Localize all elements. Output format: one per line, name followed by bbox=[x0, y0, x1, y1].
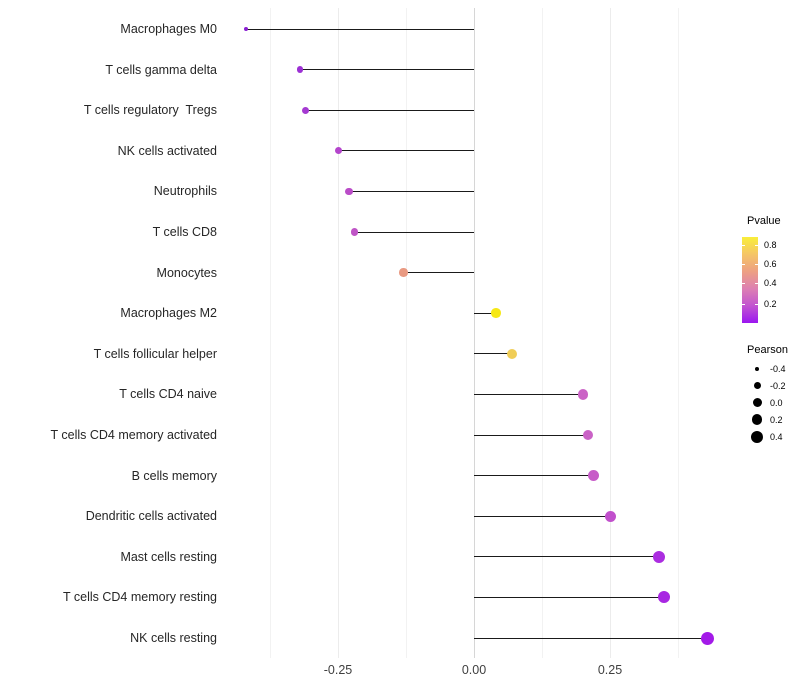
legend-size-dot bbox=[752, 398, 762, 408]
colorbar-tick bbox=[755, 304, 758, 306]
lollipop-stem bbox=[299, 69, 474, 71]
lollipop-stem bbox=[305, 109, 474, 111]
legend-size-label: 0.2 bbox=[770, 414, 783, 425]
lollipop-dot bbox=[243, 27, 248, 31]
lollipop-stem bbox=[474, 596, 665, 598]
minor-gridline bbox=[269, 8, 271, 658]
minor-gridline bbox=[541, 8, 543, 658]
lollipop-stem bbox=[354, 231, 474, 233]
lollipop-dot bbox=[604, 510, 616, 522]
lollipop-stem bbox=[474, 556, 659, 558]
lollipop-dot bbox=[296, 66, 304, 73]
zero-gridline bbox=[473, 8, 475, 658]
lollipop-stem bbox=[474, 475, 594, 477]
category-label: T cells CD8 bbox=[152, 225, 217, 239]
legend-size-dot bbox=[753, 382, 761, 390]
lollipop-dot bbox=[588, 470, 600, 482]
category-label: NK cells activated bbox=[117, 143, 217, 158]
minor-gridline bbox=[677, 8, 679, 658]
major-gridline bbox=[337, 8, 339, 658]
colorbar-tick bbox=[742, 264, 745, 265]
category-label: T cells CD4 naive bbox=[119, 387, 217, 402]
x-tick-label: -0.25 bbox=[323, 663, 353, 677]
lollipop-dot bbox=[701, 631, 715, 645]
lollipop-stem bbox=[245, 28, 474, 30]
lollipop-dot bbox=[491, 308, 501, 318]
lollipop-dot bbox=[577, 389, 589, 400]
legend-size-label: 0.4 bbox=[770, 431, 783, 442]
lollipop-dot bbox=[334, 147, 342, 155]
lollipop-stem bbox=[403, 272, 474, 274]
legend-size-label: -0.2 bbox=[770, 380, 786, 391]
colorbar-tick-label: 0.2 bbox=[764, 299, 777, 310]
category-label: Macrophages M0 bbox=[120, 22, 217, 36]
lollipop-dot bbox=[399, 268, 408, 277]
category-label: Neutrophils bbox=[153, 184, 217, 199]
lollipop-stem bbox=[474, 393, 583, 395]
category-label: Monocytes bbox=[156, 265, 217, 280]
category-label: Mast cells resting bbox=[120, 549, 217, 564]
lollipop-stem bbox=[474, 637, 708, 639]
lollipop-stem bbox=[474, 434, 589, 436]
colorbar-tick-label: 0.4 bbox=[764, 278, 777, 288]
category-label: T cells gamma delta bbox=[105, 62, 217, 77]
category-label: T cells CD4 memory resting bbox=[63, 590, 217, 605]
lollipop-dot bbox=[507, 348, 518, 359]
legend-size-label: 0.0 bbox=[770, 397, 783, 408]
pvalue-legend-title: Pvalue bbox=[747, 215, 781, 227]
legend-size-label: -0.4 bbox=[770, 364, 786, 374]
colorbar-tick bbox=[742, 304, 745, 306]
lollipop-dot bbox=[301, 106, 309, 114]
colorbar-tick bbox=[742, 244, 745, 246]
pearson-legend-title: Pearson bbox=[747, 344, 788, 356]
lollipop-stem bbox=[474, 515, 610, 517]
lollipop-stem bbox=[474, 312, 496, 314]
colorbar-tick bbox=[755, 283, 758, 284]
x-tick-label: 0.25 bbox=[597, 663, 623, 677]
lollipop-dot bbox=[652, 550, 665, 563]
category-label: T cells regulatory Tregs bbox=[83, 103, 217, 118]
lollipop-dot bbox=[350, 228, 359, 236]
lollipop-dot bbox=[582, 429, 594, 441]
lollipop-dot bbox=[345, 187, 353, 196]
category-label: T cells CD4 memory activated bbox=[50, 428, 218, 442]
minor-gridline bbox=[405, 8, 407, 658]
pvalue-colorbar bbox=[742, 237, 758, 323]
lollipop-stem bbox=[474, 353, 513, 355]
colorbar-tick bbox=[742, 283, 745, 284]
colorbar-tick bbox=[755, 244, 758, 246]
category-label: T cells follicular helper bbox=[93, 346, 217, 361]
lollipop-dot bbox=[658, 591, 671, 604]
x-tick-label: 0.00 bbox=[461, 663, 487, 677]
colorbar-tick-label: 0.8 bbox=[764, 239, 777, 250]
colorbar-tick-label: 0.6 bbox=[764, 259, 777, 269]
category-label: Dendritic cells activated bbox=[85, 509, 217, 524]
category-label: Macrophages M2 bbox=[120, 306, 217, 321]
legend-size-dot bbox=[751, 430, 763, 443]
category-label: NK cells resting bbox=[130, 631, 217, 645]
major-gridline bbox=[609, 8, 611, 658]
lollipop-stem bbox=[338, 150, 474, 152]
category-label: B cells memory bbox=[131, 468, 217, 483]
lollipop-stem bbox=[348, 190, 474, 192]
legend-size-dot bbox=[754, 366, 760, 372]
legend-size-dot bbox=[751, 414, 763, 425]
colorbar-tick bbox=[755, 264, 758, 265]
